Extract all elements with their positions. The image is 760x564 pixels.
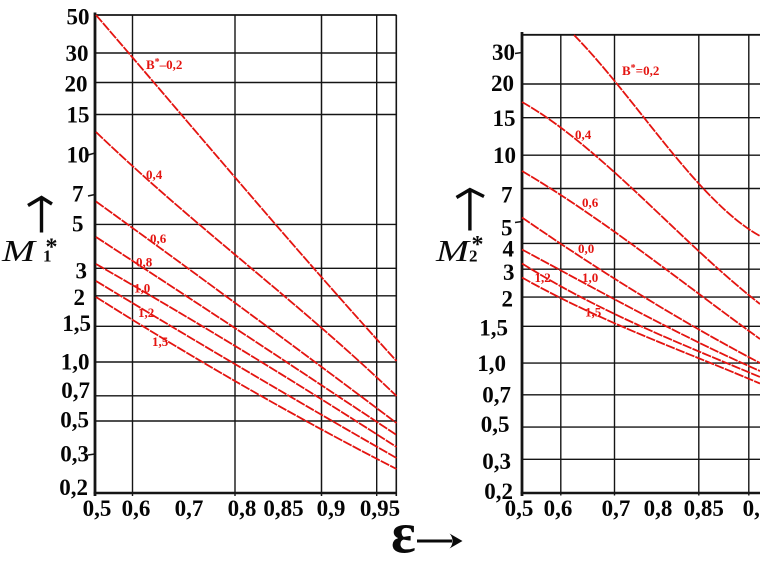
svg-text:0,95: 0,95 bbox=[360, 496, 400, 521]
svg-text:1,5: 1,5 bbox=[585, 305, 602, 320]
svg-text:0,6: 0,6 bbox=[582, 195, 599, 210]
svg-text:20: 20 bbox=[491, 71, 514, 96]
svg-text:M: M bbox=[1, 233, 38, 268]
svg-text:0,6: 0,6 bbox=[122, 496, 151, 521]
svg-text:10: 10 bbox=[67, 143, 90, 168]
svg-text:B*=0,2: B*=0,2 bbox=[622, 63, 659, 78]
svg-text:1,0: 1,0 bbox=[61, 350, 90, 375]
svg-text:0,8: 0,8 bbox=[644, 496, 673, 521]
svg-text:0,6: 0,6 bbox=[544, 496, 573, 521]
svg-text:15: 15 bbox=[493, 106, 516, 131]
svg-text:5: 5 bbox=[501, 215, 513, 240]
svg-text:0,5: 0,5 bbox=[481, 412, 510, 437]
svg-text:0,5: 0,5 bbox=[83, 496, 112, 521]
svg-text:0,0: 0,0 bbox=[578, 241, 594, 256]
svg-text:0,6: 0,6 bbox=[150, 231, 167, 246]
svg-text:0,3: 0,3 bbox=[482, 449, 511, 474]
svg-text:*: * bbox=[472, 232, 484, 258]
svg-text:10: 10 bbox=[493, 143, 516, 168]
svg-text:30: 30 bbox=[492, 40, 515, 65]
svg-text:20: 20 bbox=[65, 71, 88, 96]
svg-text:3: 3 bbox=[503, 260, 515, 285]
svg-text:50: 50 bbox=[67, 5, 90, 30]
svg-text:M: M bbox=[435, 233, 472, 268]
svg-text:0,5: 0,5 bbox=[505, 496, 534, 521]
svg-text:7: 7 bbox=[501, 183, 513, 208]
svg-text:1,0: 1,0 bbox=[582, 270, 598, 285]
svg-text:0,8: 0,8 bbox=[228, 496, 257, 521]
svg-text:ε: ε bbox=[391, 501, 416, 560]
svg-text:0,2: 0,2 bbox=[59, 475, 88, 500]
svg-text:0,9: 0,9 bbox=[317, 496, 346, 521]
svg-text:1,5: 1,5 bbox=[152, 334, 169, 349]
svg-text:0,2: 0,2 bbox=[484, 479, 513, 504]
svg-text:30: 30 bbox=[66, 41, 89, 66]
svg-text:0,8: 0,8 bbox=[136, 255, 153, 270]
svg-text:1,2: 1,2 bbox=[138, 305, 154, 320]
svg-text:0,7: 0,7 bbox=[61, 378, 90, 403]
svg-text:1: 1 bbox=[43, 247, 52, 266]
svg-text:1,0: 1,0 bbox=[134, 281, 150, 296]
svg-text:7: 7 bbox=[72, 182, 84, 207]
svg-text:0,5: 0,5 bbox=[60, 408, 89, 433]
svg-text:1,2: 1,2 bbox=[535, 270, 551, 285]
svg-text:0,4: 0,4 bbox=[146, 167, 163, 182]
svg-text:0,3: 0,3 bbox=[60, 441, 89, 466]
svg-text:0,4: 0,4 bbox=[575, 127, 592, 142]
svg-text:1,5: 1,5 bbox=[479, 315, 508, 340]
svg-text:1,5: 1,5 bbox=[62, 311, 91, 336]
svg-text:2: 2 bbox=[469, 247, 478, 266]
svg-text:2: 2 bbox=[74, 285, 86, 310]
svg-text:0,7: 0,7 bbox=[602, 496, 631, 521]
svg-text:1,0: 1,0 bbox=[477, 351, 506, 376]
svg-text:0,85: 0,85 bbox=[263, 496, 303, 521]
svg-text:3: 3 bbox=[76, 259, 88, 284]
svg-text:0,85: 0,85 bbox=[684, 496, 724, 521]
svg-text:5: 5 bbox=[72, 212, 84, 237]
svg-text:0,7: 0,7 bbox=[482, 382, 511, 407]
svg-text:2: 2 bbox=[502, 287, 514, 312]
svg-text:15: 15 bbox=[67, 103, 90, 128]
svg-text:B*–0,2: B*–0,2 bbox=[146, 57, 182, 72]
svg-text:*: * bbox=[46, 235, 58, 261]
svg-text:4: 4 bbox=[503, 237, 515, 262]
svg-text:0,9: 0,9 bbox=[743, 496, 760, 521]
svg-text:0,7: 0,7 bbox=[175, 496, 204, 521]
